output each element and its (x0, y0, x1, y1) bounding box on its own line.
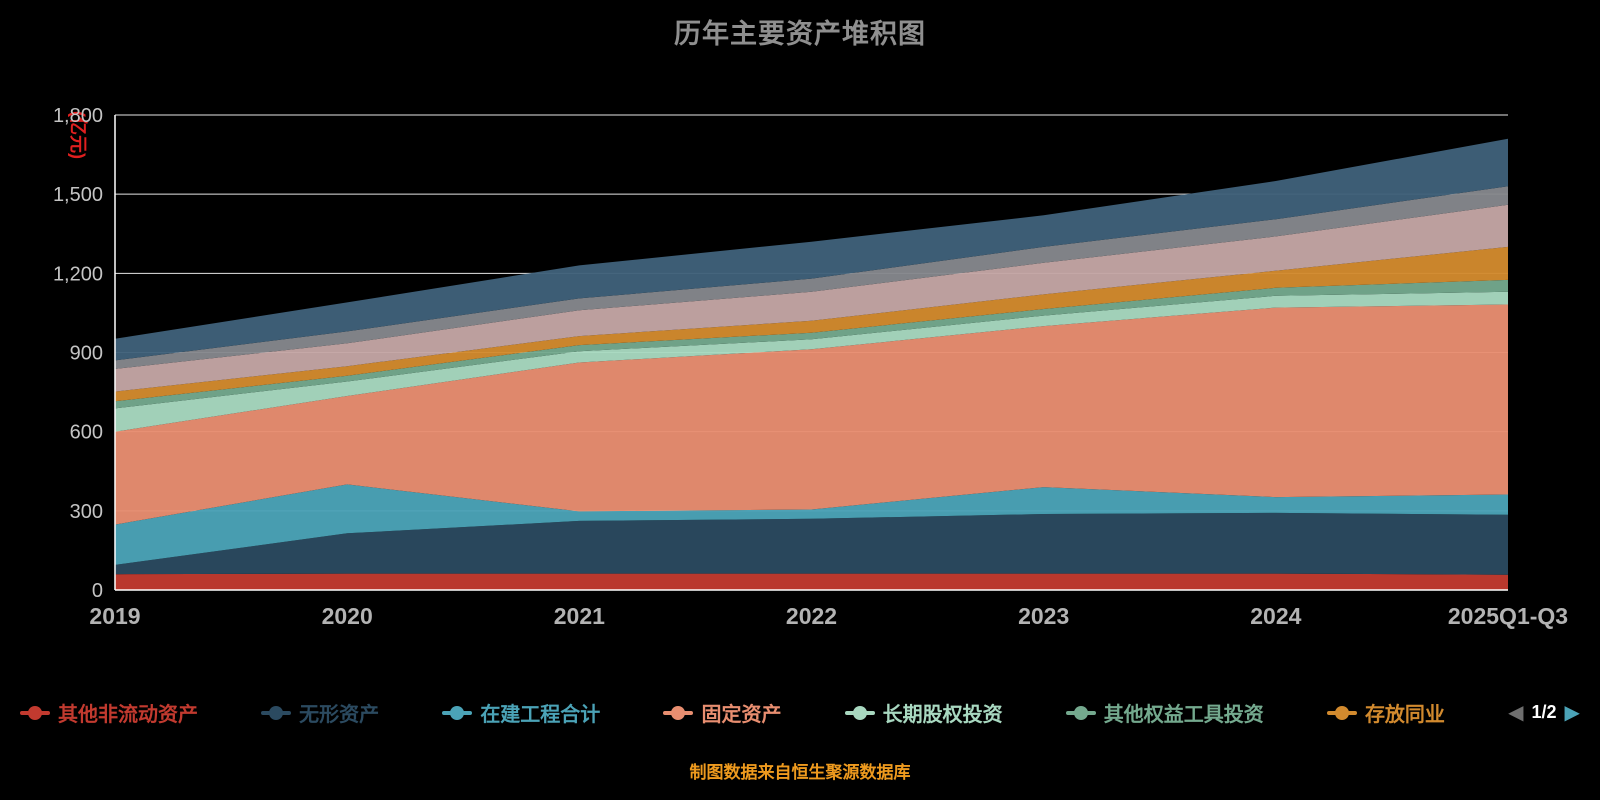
x-tick-label: 2022 (786, 603, 837, 629)
legend-series-marker-icon (1065, 705, 1096, 720)
legend-series-marker-icon (844, 705, 875, 720)
legend-item-label: 长期股权投资 (882, 704, 1003, 726)
stacked-area-chart: 0 300 600 900 1,200 1,500 1,800 2019 2020 2021 202… (53, 105, 1568, 629)
y-tick-label: 0 (92, 580, 103, 602)
chart-title: 历年主要资产堆积图 (674, 19, 926, 49)
legend-item-6[interactable]: 其他权益工具投资 (1065, 698, 1264, 727)
legend-series-marker-icon (663, 705, 694, 720)
series-area-3 (115, 484, 1508, 565)
legend-pager: ◀ 1/2 ▶ (1508, 702, 1580, 723)
y-tick-label: 300 (70, 501, 103, 523)
legend-item-label: 固定资产 (701, 704, 782, 726)
legend-series-marker-icon (261, 705, 292, 720)
series-area-8 (115, 204, 1508, 392)
legend-item-label: 其他权益工具投资 (1103, 704, 1264, 726)
legend: 其他非流动资产 无形资产 在建工程合计 固定资产 长期股权投资 其他权益工具投资 存放同业 ◀… (0, 698, 1600, 727)
legend-item-2[interactable]: 无形资产 (261, 698, 379, 727)
series-area-7 (115, 246, 1508, 402)
legend-item-label: 存放同业 (1364, 704, 1445, 726)
series-area-1 (115, 573, 1508, 590)
y-tick-label: 900 (70, 343, 103, 365)
x-tick-label: 2020 (322, 603, 373, 629)
legend-item-label: 无形资产 (299, 704, 380, 726)
x-tick-label: 2019 (89, 603, 140, 629)
series-area-10 (115, 138, 1508, 361)
series-area-2 (115, 512, 1508, 575)
x-tick-label: 2023 (1018, 603, 1069, 629)
legend-series-marker-icon (20, 705, 50, 720)
legend-item-label: 其他非流动资产 (58, 704, 198, 726)
x-tick-label: 2021 (554, 603, 605, 629)
x-tick-label: 2024 (1250, 603, 1301, 629)
legend-series-marker-icon (442, 705, 473, 720)
series-area-5 (115, 291, 1508, 432)
y-tick-label: 1,800 (53, 105, 103, 127)
y-tick-label: 1,200 (53, 263, 103, 285)
series-area-6 (115, 279, 1508, 409)
legend-page-indicator: 1/2 (1531, 702, 1557, 722)
legend-item-label: 在建工程合计 (480, 704, 601, 726)
legend-series-marker-icon (1326, 705, 1357, 720)
legend-item-4[interactable]: 固定资产 (663, 698, 781, 727)
y-tick-label: 1,500 (53, 184, 103, 206)
legend-item-3[interactable]: 在建工程合计 (442, 698, 600, 727)
legend-next-page-icon[interactable]: ▶ (1564, 701, 1580, 724)
x-tick-label: 2025Q1-Q3 (1448, 603, 1568, 629)
data-source-note: 制图数据来自恒生聚源数据库 (689, 763, 911, 782)
y-tick-label: 600 (70, 422, 103, 444)
legend-item-1[interactable]: 其他非流动资产 (20, 698, 198, 727)
series-area-9 (115, 186, 1508, 369)
legend-item-5[interactable]: 长期股权投资 (844, 698, 1003, 727)
legend-item-7[interactable]: 存放同业 (1326, 698, 1445, 727)
series-area-4 (115, 304, 1508, 525)
legend-prev-page-icon[interactable]: ◀ (1508, 701, 1524, 724)
